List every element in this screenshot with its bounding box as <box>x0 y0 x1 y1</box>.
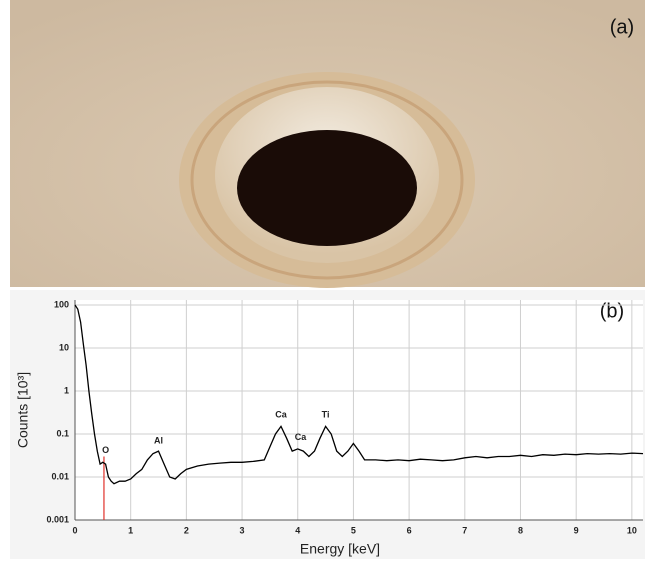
x-axis-label: Energy [keV] <box>300 541 380 557</box>
peak-label: Ti <box>322 409 330 419</box>
x-tick-label: 2 <box>184 525 189 535</box>
y-tick-label: 0.01 <box>51 471 69 481</box>
panel-label: (a) <box>610 16 634 38</box>
figure: (a) (b) Energy [keV] Counts [10³] 0.0010… <box>0 0 652 559</box>
x-tick-label: 6 <box>407 525 412 535</box>
y-tick-label: 10 <box>59 342 69 352</box>
peak-label: Al <box>154 435 163 445</box>
page: (a) (b) Energy [keV] Counts [10³] 0.0010… <box>0 0 652 564</box>
x-tick-label: 9 <box>574 525 579 535</box>
y-tick-label: 0.1 <box>56 428 69 438</box>
hole <box>237 130 417 246</box>
x-tick-label: 0 <box>72 525 77 535</box>
peak-label: O <box>102 445 109 455</box>
peak-label: Ca <box>295 432 307 442</box>
x-tick-label: 1 <box>128 525 133 535</box>
y-tick-label: 0.001 <box>46 514 69 524</box>
photo: (a) <box>10 0 645 288</box>
y-axis-label: Counts [10³] <box>15 372 31 448</box>
y-tick-label: 100 <box>54 299 69 309</box>
x-tick-label: 10 <box>627 525 637 535</box>
y-tick-label: 1 <box>64 385 69 395</box>
x-tick-label: 8 <box>518 525 523 535</box>
x-tick-label: 5 <box>351 525 356 535</box>
peak-label: Ca <box>275 409 287 419</box>
plot-area <box>75 300 643 520</box>
x-tick-label: 7 <box>462 525 467 535</box>
panel-label: (b) <box>600 300 624 322</box>
x-tick-label: 4 <box>295 525 300 535</box>
x-tick-label: 3 <box>240 525 245 535</box>
